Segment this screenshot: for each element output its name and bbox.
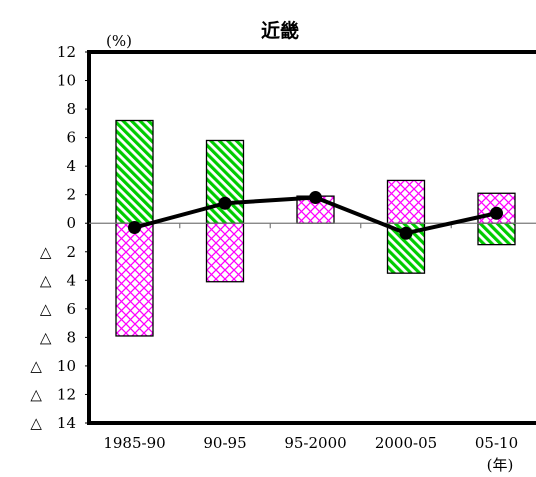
x-category-label: 95-2000 — [284, 434, 346, 452]
line-point-4 — [399, 226, 413, 240]
y-tick-label: 8 — [66, 100, 76, 118]
y-tick-label: 6 — [66, 129, 76, 147]
bar-magenta-1 — [115, 222, 154, 337]
y-tick-label: 0 — [66, 214, 76, 232]
y-tick-label: △ 14 — [30, 414, 76, 432]
bar-green-1 — [115, 119, 154, 224]
y-tick-label: 12 — [57, 43, 76, 61]
bar-green-2 — [205, 139, 245, 224]
x-category-label: 90-95 — [203, 434, 246, 452]
y-tick-label: 10 — [57, 72, 76, 90]
y-tick-label: 2 — [66, 186, 76, 204]
line-point-1 — [128, 221, 141, 235]
line-point-2 — [218, 196, 232, 210]
bar-green-5 — [477, 222, 516, 246]
x-unit-label: (年) — [487, 456, 514, 474]
bar-magenta-2 — [205, 222, 245, 283]
x-category-label: 1985-90 — [103, 434, 165, 452]
line-point-5 — [490, 206, 503, 220]
y-tick-label: △ 8 — [40, 328, 76, 346]
y-tick-label: △ 12 — [30, 385, 76, 403]
y-axis-tick-labels: 12 10 8 6 4 2 0 △ 2 △ 4 △ 6 △ 8 △ 10 △ 12 △ 14 — [30, 43, 76, 432]
x-category-label: 05-10 — [475, 434, 518, 452]
line-point-3 — [309, 191, 322, 205]
bar-magenta-4 — [386, 179, 426, 224]
x-category-label: 2000-05 — [375, 434, 437, 452]
y-tick-label: 4 — [66, 157, 76, 175]
chart-title: 近畿 — [261, 19, 299, 42]
y-tick-label: △ 4 — [40, 271, 76, 289]
y-tick-label: △ 2 — [40, 243, 76, 261]
x-axis-category-labels: 1985-90 90-95 95-2000 2000-05 05-10 — [103, 434, 518, 452]
y-unit-label: (%) — [106, 32, 132, 50]
y-tick-label: △ 6 — [40, 300, 76, 318]
plot-area — [85, 50, 536, 425]
y-tick-label: △ 10 — [30, 357, 76, 375]
